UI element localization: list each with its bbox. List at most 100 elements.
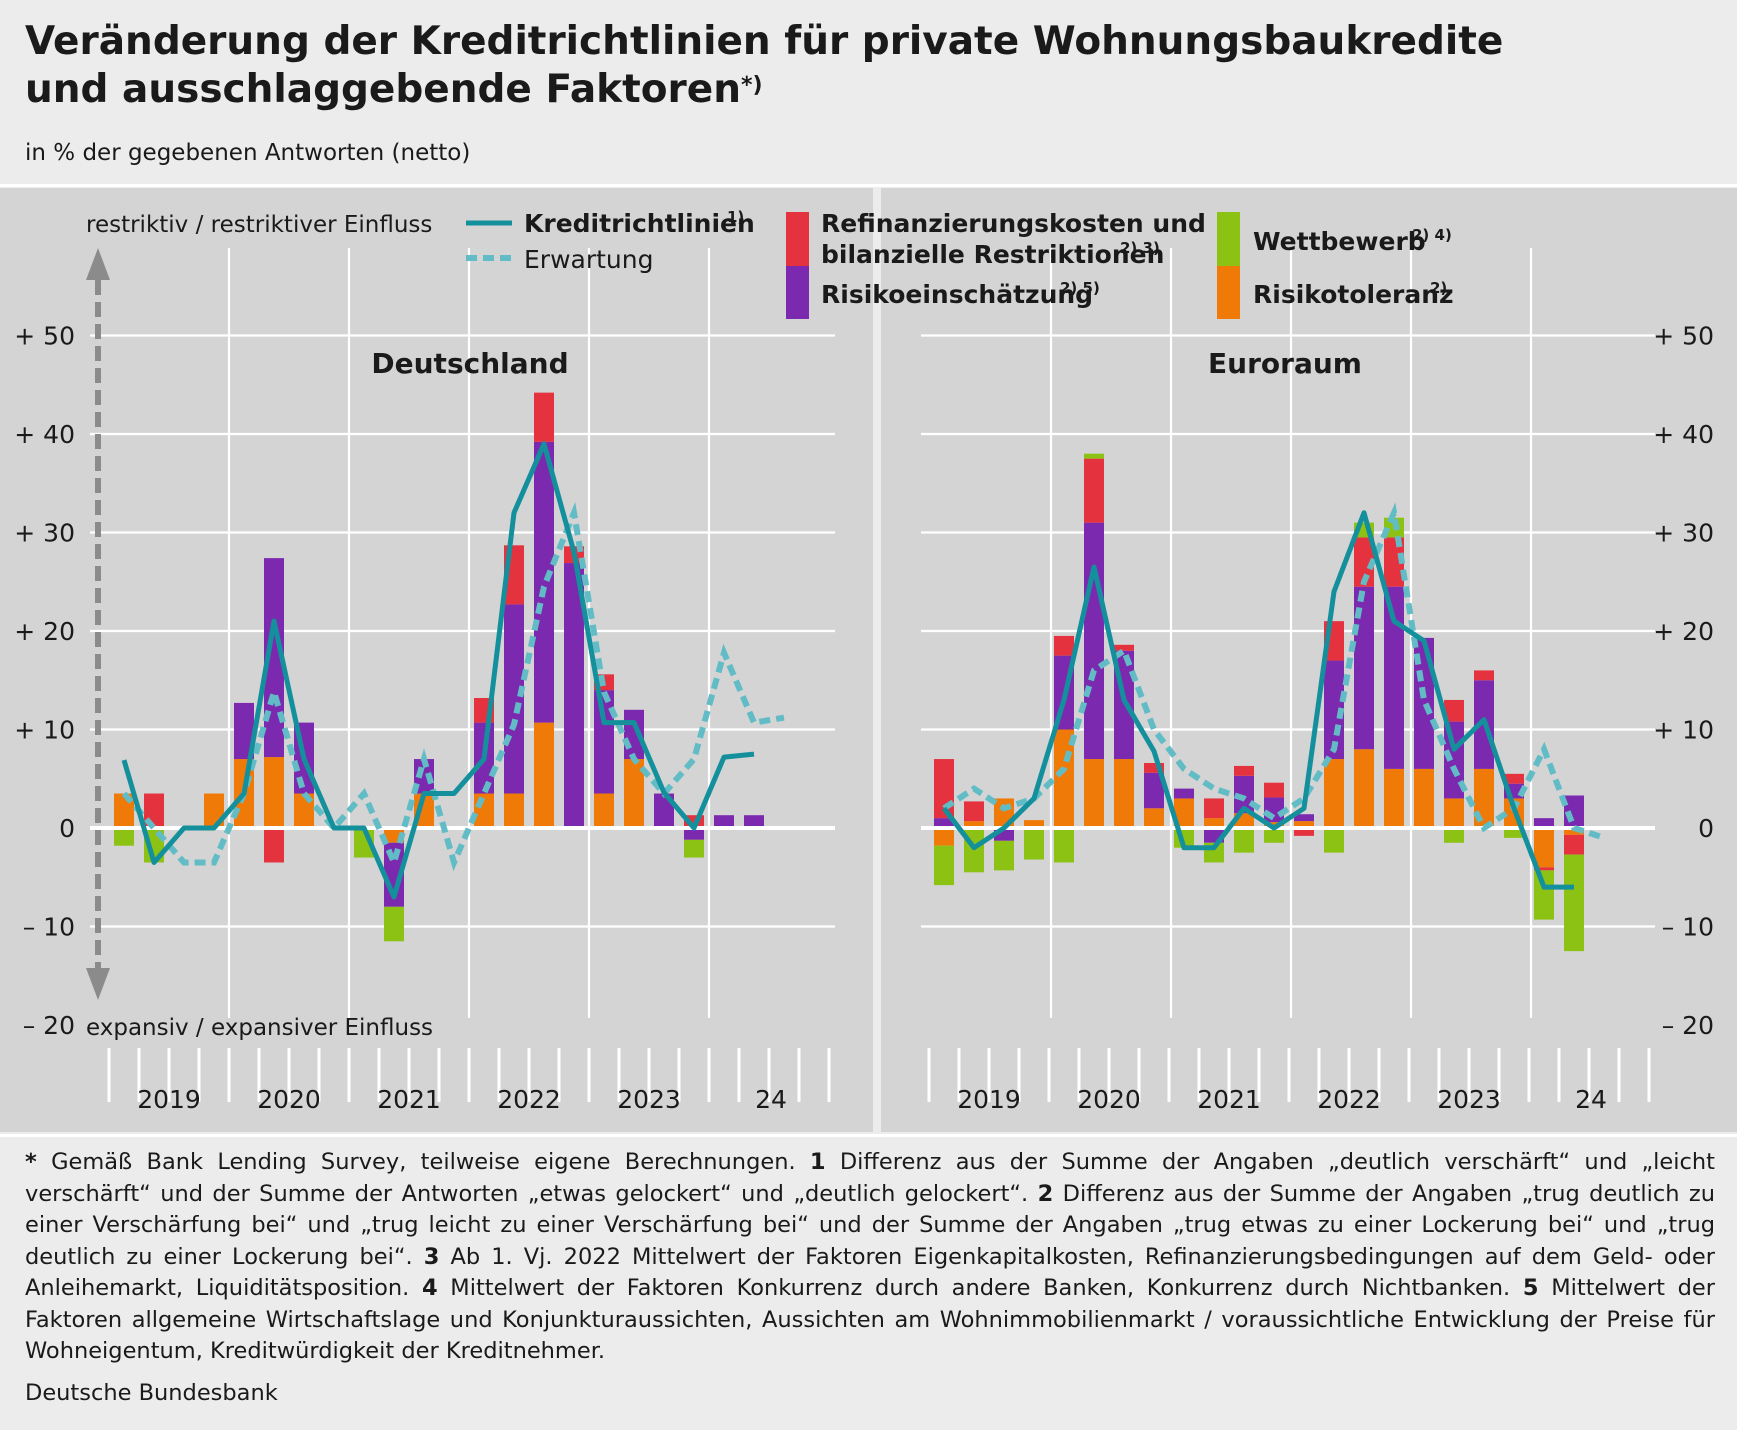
footnote-2-text: Differenz aus der Summe der Angaben „tru… [25,1180,1715,1270]
y-tick-label-left: + 20 [14,617,75,646]
bar-wettbewerb [1534,870,1554,920]
bar-refinanzierung [1114,644,1134,651]
bar-risikotoleranz [1354,749,1374,828]
legend-label-risikotoleranz: Risikotoleranz [1253,280,1454,309]
axis-bottom-label: expansiv / expansiver Einfluss [86,1015,433,1041]
bar-risikotoleranz [264,757,284,828]
x-year-label: 2022 [1317,1085,1381,1114]
chart-subtitle: in % der gegebenen Antworten (netto) [25,140,471,166]
y-tick-label-right: + 40 [1653,420,1714,449]
panel-title-euroraum: Euroraum [1208,347,1362,380]
y-tick-label-right: – 20 [1662,1011,1714,1040]
bar-refinanzierung [1384,537,1404,587]
bar-refinanzierung [1084,458,1104,523]
bar-risikotoleranz [1144,808,1164,828]
bar-risikotoleranz [1534,828,1554,868]
bar-risikoeinschaetzung [1084,522,1104,760]
direction-arrow-up-head [86,248,110,280]
bar-risikotoleranz [1114,759,1134,828]
bar-risikotoleranz [624,759,644,828]
source-note: Deutsche Bundesbank [25,1380,278,1406]
bar-risikoeinschaetzung [1294,814,1314,822]
bar-wettbewerb [384,906,404,942]
footnote-star: * [25,1149,37,1175]
bar-risikoeinschaetzung [1264,797,1284,823]
bar-risikoeinschaetzung [1354,586,1374,750]
bar-risikoeinschaetzung [744,815,764,828]
y-tick-label-left: + 40 [14,420,75,449]
y-tick-label-left: – 20 [23,1011,75,1040]
bar-risikotoleranz [1384,768,1404,828]
footnote-5-text: Mittelwert der Faktoren allgemeine Wirts… [25,1275,1716,1364]
y-tick-label-right: + 10 [1653,716,1714,745]
series-kreditrichtlinien [121,441,755,900]
axis-top-label: restriktiv / restriktiver Einfluss [86,212,432,238]
legend-label-wettbewerb: Wettbewerb [1253,227,1426,256]
bar-refinanzierung [1054,635,1074,656]
legend-note-wettbewerb: 2) 4) [1412,226,1452,244]
y-tick-label-right: + 30 [1653,519,1714,548]
bar-risikoeinschaetzung [1234,775,1254,814]
bar-risikotoleranz [1444,798,1464,828]
legend-note-kreditrichtlinien: 1) [727,208,744,226]
bar-risikotoleranz [1084,759,1104,828]
bar-risikoeinschaetzung [1174,788,1194,799]
legend-label-risikoeinschaetzung: Risikoeinschätzung [821,280,1093,309]
bar-risikoeinschaetzung [1384,586,1404,769]
y-tick-label-left: + 50 [14,322,75,351]
bar-refinanzierung [1234,765,1254,776]
bar-wettbewerb [1564,854,1584,952]
bar-refinanzierung [964,801,984,822]
y-tick-label-left: + 30 [14,519,75,548]
x-year-label: 2019 [137,1085,201,1114]
panel-title-deutschland: Deutschland [371,347,568,380]
footnote-3-number: 3 [423,1243,440,1270]
bar-risikotoleranz [1324,759,1344,828]
footnote-3-text: Ab 1. Vj. 2022 Mittelwert der Faktoren E… [25,1243,1715,1302]
x-year-label: 2019 [957,1085,1021,1114]
plot-area-deutschland [0,188,873,1132]
bar-risikotoleranz [1174,798,1194,828]
legend-note-risikotoleranz: 2) [1430,279,1447,297]
title-line-1: Veränderung der Kreditrichtlinien für pr… [25,19,1504,64]
bar-wettbewerb [1234,828,1254,853]
bar-refinanzierung [1474,670,1494,681]
legend-swatch-wettbewerb [1217,212,1240,266]
footnotes: * Gemäß Bank Lending Survey, teilweise e… [25,1147,1715,1368]
legend-label-refinanzierung-line1: Refinanzierungskosten und [821,209,1206,238]
bar-wettbewerb [1054,828,1074,863]
bar-refinanzierung [1444,699,1464,722]
legend-note-risikoeinschaetzung: 2) 5) [1060,279,1100,297]
x-year-label: 2022 [497,1085,561,1114]
series-kreditrichtlinien [942,510,1574,890]
bar-wettbewerb [684,839,704,858]
bar-refinanzierung [1354,537,1374,587]
y-tick-label-right: + 20 [1653,617,1714,646]
bar-risikoeinschaetzung [564,563,584,828]
y-tick-label-right: 0 [1698,814,1714,843]
y-tick-label-left: 0 [59,814,75,843]
legend-swatch-refinanzierung [786,212,809,266]
bar-refinanzierung [1534,867,1554,871]
bar-risikoeinschaetzung [534,441,554,723]
x-year-label: 2020 [1077,1085,1141,1114]
footnote-star-text: Gemäß Bank Lending Survey, teilweise eig… [36,1149,810,1175]
bar-wettbewerb [1264,828,1284,843]
bar-risikoeinschaetzung [1144,772,1164,809]
bar-refinanzierung [1564,834,1584,855]
bar-refinanzierung [1144,762,1164,773]
bar-wettbewerb [1024,828,1044,860]
top-divider [0,184,1737,187]
legend-note-refinanzierung: 2) 3) [1120,239,1160,257]
bar-risikoeinschaetzung [934,818,954,828]
bar-risikoeinschaetzung [234,702,254,760]
x-year-label: 24 [755,1085,787,1114]
legend-label-refinanzierung-line2: bilanzielle Restriktionen [821,240,1164,269]
legend-swatch-risikoeinschaetzung [786,266,809,319]
bar-wettbewerb [994,840,1014,871]
footnote-1-number: 1 [809,1149,826,1175]
bar-risikotoleranz [1024,820,1044,828]
y-tick-label-left: – 10 [23,913,75,942]
x-year-label: 2023 [617,1085,681,1114]
chart-title: Veränderung der Kreditrichtlinien für pr… [25,18,1625,114]
